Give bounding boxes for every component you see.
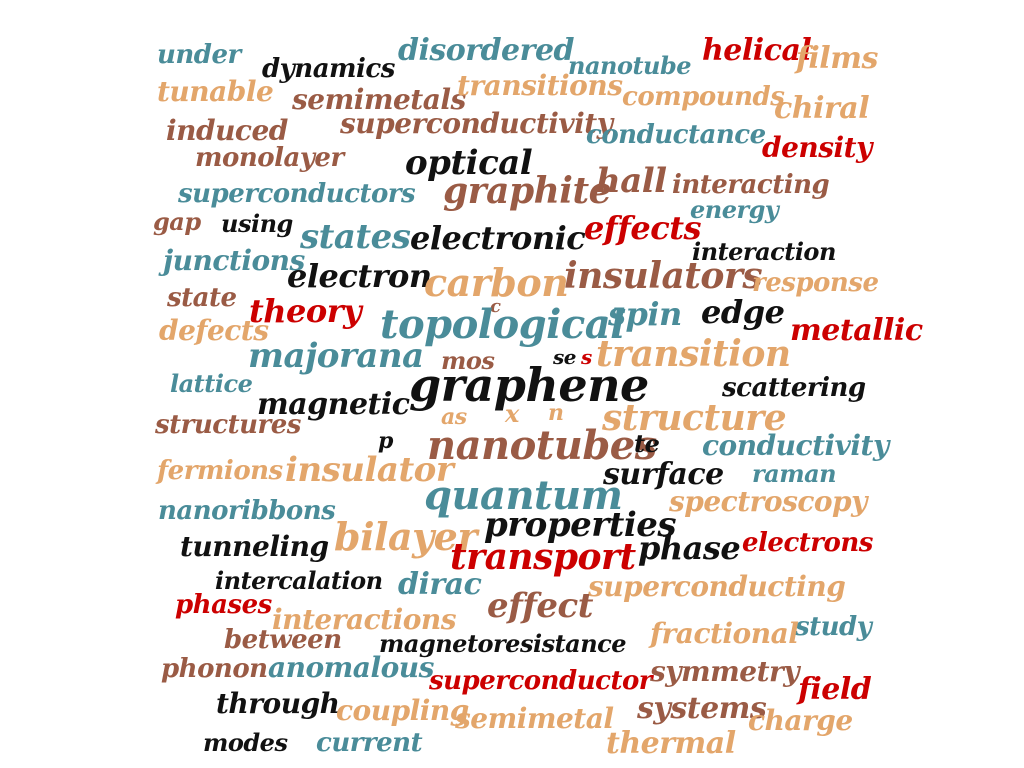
word: monolayer (195, 143, 344, 173)
word: se (553, 345, 576, 369)
word: density (762, 131, 872, 164)
word: te (634, 429, 660, 458)
word: helical (702, 33, 812, 68)
word: raman (752, 459, 837, 488)
word: using (221, 209, 293, 238)
word: defects (159, 314, 269, 347)
word: tunable (157, 75, 274, 108)
word: phases (175, 590, 272, 620)
word: chiral (774, 91, 870, 126)
word: conductance (586, 120, 766, 150)
word: surface (603, 457, 724, 492)
word: lattice (170, 369, 253, 398)
word: conductivity (702, 429, 889, 462)
word: scattering (722, 373, 866, 403)
word: graphene (409, 358, 649, 412)
word: compounds (622, 82, 785, 112)
word: topological (380, 301, 625, 348)
word: electronic (410, 219, 586, 257)
word: semimetals (292, 83, 466, 116)
word: under (157, 40, 241, 70)
word: spectroscopy (669, 485, 867, 518)
word: state (167, 283, 237, 313)
word: transitions (457, 69, 623, 102)
word: junctions (163, 244, 305, 277)
word: interacting (672, 170, 830, 200)
word: mos (441, 346, 495, 375)
word: p (378, 428, 393, 454)
word: semimetal (455, 702, 614, 735)
word: films (796, 41, 878, 76)
word: between (224, 625, 342, 655)
word: properties (484, 505, 677, 545)
word: c (490, 296, 501, 317)
word: induced (166, 114, 288, 147)
word: hall (596, 161, 667, 201)
word: symmetry (650, 655, 800, 688)
word: x (505, 399, 519, 428)
word: states (300, 217, 411, 257)
word: quantum (424, 472, 623, 519)
word: intercalation (215, 566, 383, 595)
word: transport (450, 536, 636, 578)
word: dirac (398, 567, 482, 602)
word: phonon (161, 654, 268, 684)
word: effects (584, 209, 702, 247)
word: anomalous (268, 651, 434, 684)
word: electrons (742, 528, 873, 558)
word: as (441, 404, 467, 430)
word: majorana (248, 336, 424, 376)
word: superconductor (429, 666, 653, 696)
word: charge (748, 704, 853, 737)
word: phase (638, 529, 741, 567)
word: disordered (398, 33, 575, 68)
word: tunneling (180, 530, 329, 563)
word: transition (596, 333, 791, 375)
word: spin (608, 295, 682, 333)
word: structures (155, 410, 301, 440)
word: structure (602, 397, 787, 439)
word: effect (487, 586, 593, 626)
word: nanotube (568, 51, 692, 80)
word: modes (203, 728, 288, 757)
word: insulator (285, 450, 454, 490)
word: response (752, 268, 879, 298)
word: s (581, 345, 592, 369)
word: edge (701, 293, 785, 331)
word: study (795, 612, 872, 642)
word: nanotubes (427, 422, 657, 469)
word: theory (249, 292, 362, 330)
word: gap (153, 207, 201, 236)
word: dynamics (262, 54, 395, 84)
word: through (216, 687, 340, 720)
word: energy (690, 195, 779, 224)
word: coupling (336, 694, 469, 727)
word: fractional (650, 617, 799, 650)
word: current (316, 728, 423, 758)
word: superconductors (178, 179, 416, 209)
word: field (798, 672, 872, 707)
word: nanoribbons (158, 496, 336, 526)
word: superconductivity (340, 107, 613, 140)
word: metallic (790, 313, 923, 348)
word: insulators (564, 255, 763, 297)
word: interaction (692, 237, 836, 266)
word: thermal (606, 726, 736, 761)
word: fermions (157, 456, 283, 486)
word: interactions (272, 603, 457, 636)
word: electron (287, 257, 432, 295)
word: superconducting (588, 570, 846, 603)
word: n (548, 400, 564, 426)
word: optical (405, 143, 533, 183)
word: magnetoresistance (379, 629, 627, 658)
word: graphite (443, 170, 612, 212)
word: carbon (424, 260, 569, 305)
word: magnetic (257, 387, 410, 422)
word: systems (637, 691, 767, 726)
word: bilayer (334, 514, 477, 559)
